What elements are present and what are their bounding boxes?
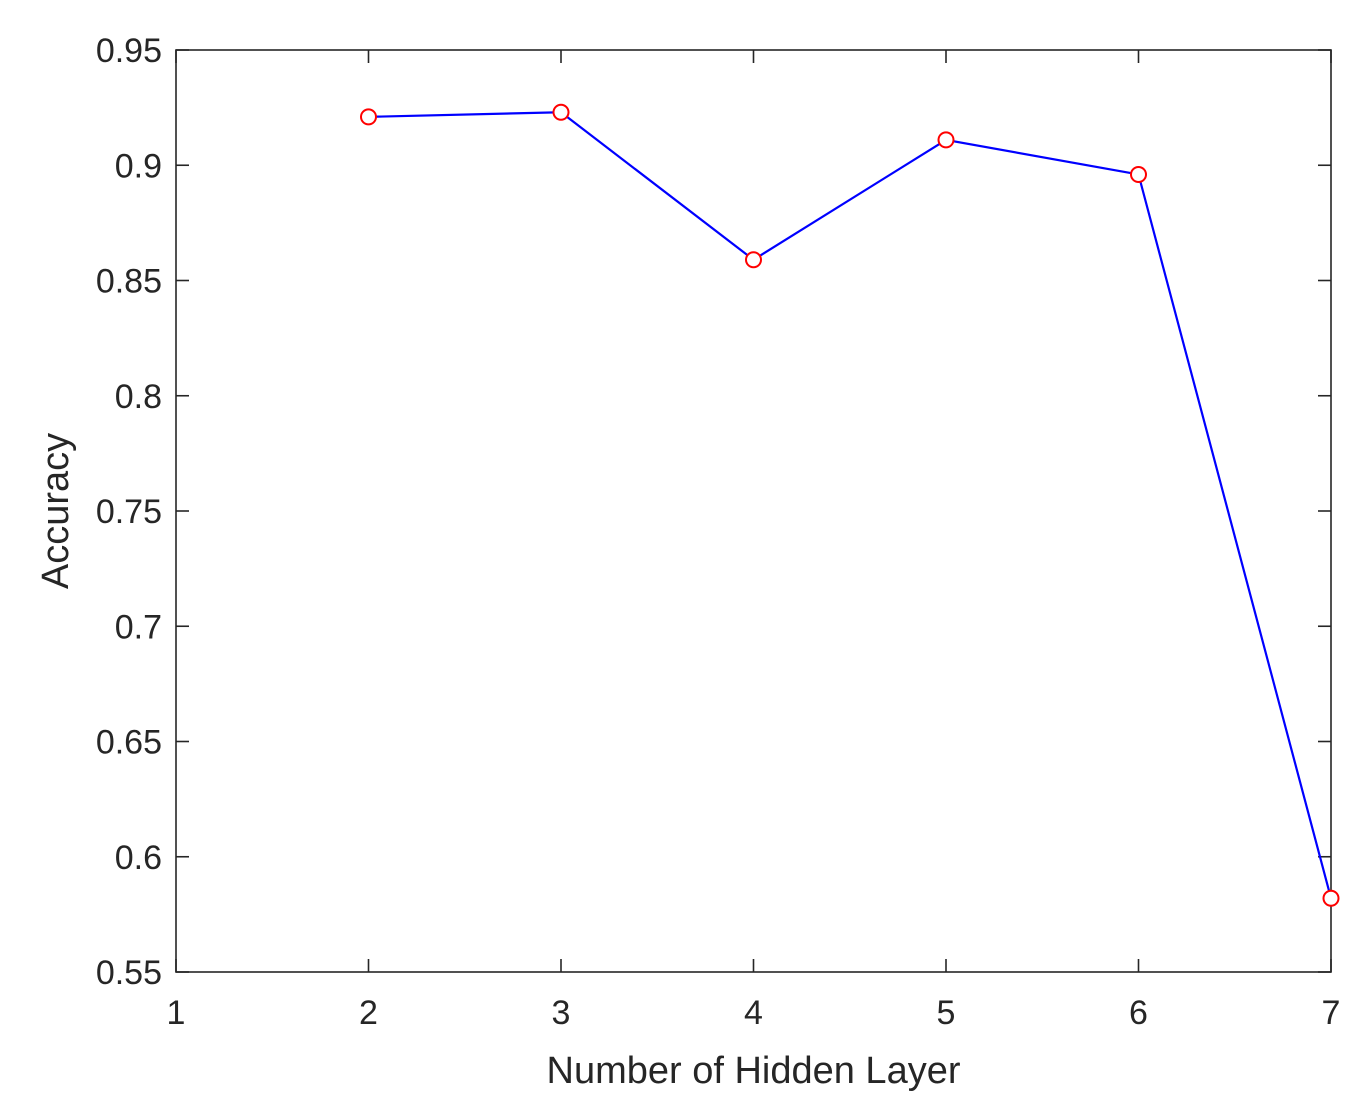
- x-tick-label: 3: [552, 994, 571, 1032]
- y-tick-label: 0.6: [115, 839, 162, 877]
- y-tick-label: 0.8: [115, 378, 162, 416]
- y-tick-label: 0.65: [96, 724, 162, 762]
- x-tick-label: 5: [937, 994, 956, 1032]
- x-axis-label: Number of Hidden Layer: [547, 1050, 961, 1092]
- data-point-marker: [937, 131, 955, 149]
- plot-area-box: [175, 49, 1332, 973]
- y-tick-label: 0.75: [96, 493, 162, 531]
- data-point-marker: [552, 103, 570, 121]
- ticks: 1 2 3 4 5 6 7 0.55 0.6 0.65 0.7 0.75 0.8 0.85 0.9 0.95: [96, 32, 1341, 1032]
- x-tick-label: 4: [744, 994, 763, 1032]
- y-axis-label: Accuracy: [35, 433, 77, 589]
- x-tick-label: 1: [167, 994, 186, 1032]
- series: [360, 103, 1340, 907]
- y-tick-label: 0.85: [96, 263, 162, 301]
- x-tick-label: 2: [359, 994, 378, 1032]
- data-point-marker: [360, 108, 377, 126]
- x-tick-label: 7: [1322, 994, 1341, 1032]
- y-tick-label: 0.7: [115, 608, 162, 646]
- axes: [175, 49, 1332, 973]
- series-line: [368, 111, 1333, 899]
- y-tick-label: 0.55: [96, 954, 162, 992]
- x-tick-label: 6: [1129, 994, 1148, 1032]
- data-point-marker: [1322, 889, 1340, 907]
- y-tick-label: 0.95: [96, 32, 162, 70]
- data-point-marker: [1130, 165, 1147, 183]
- y-tick-label: 0.9: [115, 147, 162, 185]
- data-point-marker: [745, 251, 762, 269]
